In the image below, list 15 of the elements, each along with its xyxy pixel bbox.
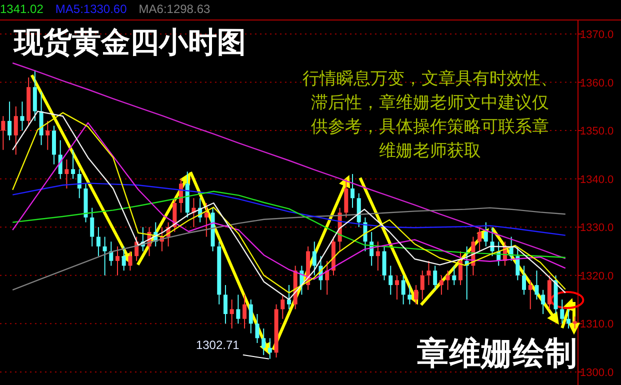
y-tick-label: 1360.0	[580, 77, 614, 90]
annotation: 1302.71	[196, 338, 240, 352]
y-tick-label: 1330.0	[580, 222, 614, 234]
y-tick-label: 1370.0	[580, 29, 614, 41]
chart-title: 现货黄金四小时图	[13, 25, 246, 59]
y-tick-label: 1340.0	[580, 174, 614, 186]
annotation: 章维姗绘制	[417, 334, 577, 372]
text: MA5:1330.60	[55, 2, 128, 16]
y-tick-label: 1300.0	[580, 366, 614, 379]
annotation: 行情瞬息万变，文章具有时效性、滞后性，章维姗老师文中建议仅供参考，具体操作策略可联系章维姗老师获取	[302, 69, 558, 161]
y-tick-label: 1310.0	[580, 318, 614, 331]
text: 1341.02	[0, 2, 44, 16]
text: MA6:1298.63	[138, 2, 210, 16]
y-tick-label: 1350.0	[580, 126, 614, 138]
y-tick-label: 1320.0	[580, 270, 614, 282]
